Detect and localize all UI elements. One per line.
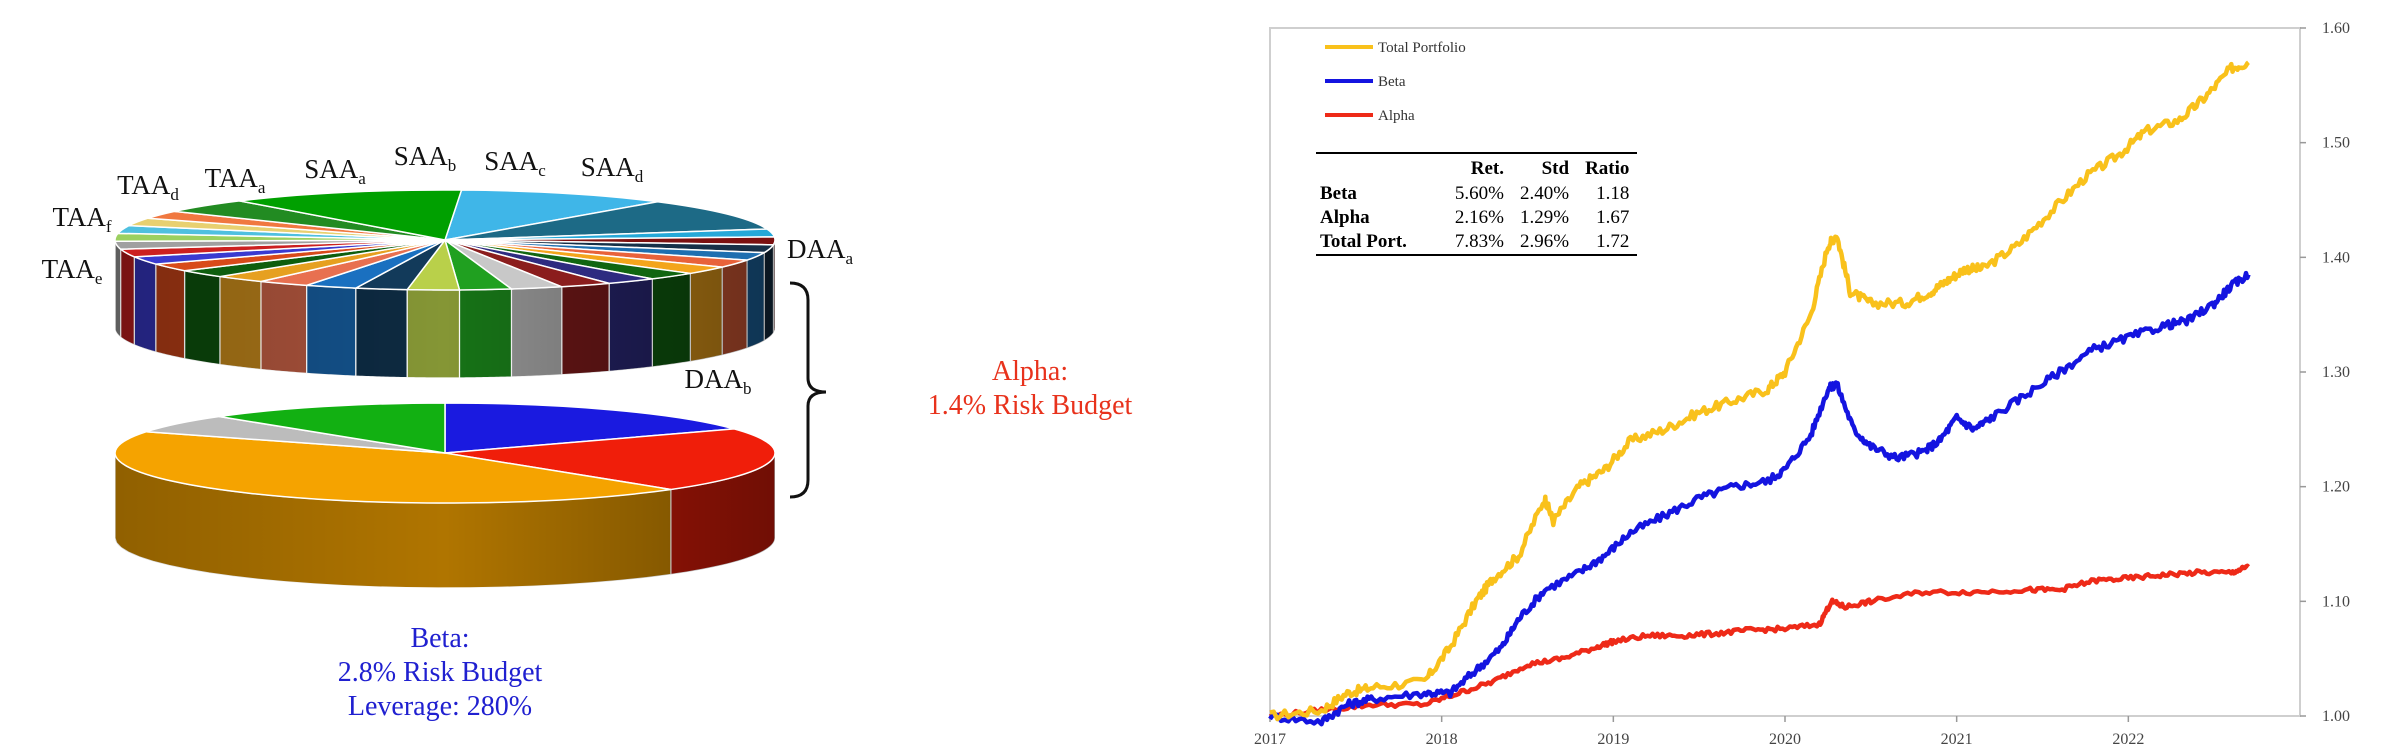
stats-header-ratio: Ratio [1585,158,1630,179]
y-tick-label: 1.60 [2322,20,2350,37]
pie-label: TAAe [42,254,103,288]
alpha-pie-side [510,286,563,378]
pie-label: SAAc [484,146,546,180]
pie-label: DAAb [685,364,752,398]
alpha-pie-side [155,263,186,360]
stats-row-ratio: 1.67 [1596,207,1630,228]
stats-row-ratio: 1.72 [1596,231,1630,252]
stats-row-ret: 5.60% [1454,183,1504,204]
alpha-pie-slice [444,200,770,241]
pie-label: SAAb [394,141,457,175]
alpha-pie-side [406,289,461,379]
stats-row-std: 2.40% [1519,183,1570,204]
x-tick-label: 2022 [2112,731,2144,748]
alpha-title: Alpha: [991,356,1069,387]
beta-pie [114,402,776,589]
y-tick-label: 1.10 [2322,593,2350,610]
series-line-alpha [1268,563,2251,719]
cumulative-return-chart: 2017 2018 2019 2020 2021 2022 1.00 1.10 1.20 1.30… [1254,20,2350,748]
stats-header-name [1316,153,1447,182]
y-tick-label: 1.40 [2322,249,2350,266]
y-tick-label: 1.30 [2322,364,2350,381]
stats-header-row: Ret. Std Ratio [1316,153,1637,182]
x-tick-label: 2021 [1941,731,1973,748]
alpha-pie-side [260,280,308,375]
alpha-pie-side [458,288,513,379]
legend-label: Beta [1378,74,1406,90]
alpha-pie-side [133,255,157,353]
stats-row-ratio: 1.18 [1596,183,1630,204]
x-tick-label: 2017 [1254,731,1286,748]
beta-title: Beta: [410,623,470,654]
stats-row-std: 1.29% [1519,207,1570,228]
y-tick-label: 1.20 [2322,479,2350,496]
stats-row-ret: 2.16% [1454,207,1504,228]
x-tick-label: 2019 [1597,731,1629,748]
alpha-pie-side [721,259,748,356]
alpha-pie-side [651,272,691,368]
alpha-pie-side [746,251,765,349]
stats-row: Beta 5.60% 2.40% 1.18 [1316,182,1637,206]
alpha-pie [114,189,776,379]
alpha-pie-side [120,247,135,346]
series-line-beta [1268,270,2251,727]
pie-label: SAAa [304,154,366,188]
alpha-pie-side [183,269,221,366]
pie-labels: TAAd TAAa SAAa SAAb SAAc SAAd TAAf TAAe DAAa DAAb [42,141,854,398]
alpha-pie-side [689,266,723,363]
beta-budget: 2.8% Risk Budget [337,657,543,688]
stats-row-std: 2.96% [1519,231,1570,252]
beta-annotation: Beta: 2.8% Risk Budget Leverage: 280% [270,622,610,724]
alpha-pie-side [219,275,262,371]
alpha-pie-slice [443,189,658,241]
stats-table: Ret. Std Ratio Beta 5.60% 2.40% 1.18 Alp… [1316,152,1638,256]
stats-row: Alpha 2.16% 1.29% 1.67 [1316,206,1637,230]
alpha-pie-slice [239,189,463,241]
beta-pie-slice [146,415,446,454]
beta-pie-slice [114,430,672,504]
beta-pie-slice [444,428,776,491]
stats-row-ret: 7.83% [1454,231,1504,252]
legend-label: Alpha [1378,108,1415,124]
stats-row: Total Port. 7.83% 2.96% 1.72 [1316,230,1637,255]
stats-row-name: Beta [1320,183,1357,204]
stats-header-ret: Ret. [1470,158,1504,179]
alpha-annotation: Alpha: 1.4% Risk Budget [860,355,1200,423]
beta-leverage: Leverage: 280% [347,691,533,722]
x-tick-label: 2018 [1426,731,1458,748]
alpha-pie-side [763,242,775,342]
alpha-pie-side [355,287,408,379]
y-tick-label: 1.50 [2322,135,2350,152]
alpha-pie-side [608,278,653,373]
alpha-pie-side [561,282,610,376]
brace-connector [789,281,827,499]
pie-label: TAAd [117,170,179,204]
stats-header-std: Std [1541,158,1570,179]
alpha-pie-side [306,284,357,377]
pie-label: TAAa [205,163,266,197]
series-line-total-portfolio [1269,60,2250,722]
stats-row-name: Total Port. [1320,231,1407,252]
x-tick-label: 2020 [1769,731,1801,748]
beta-pie-slice [444,402,735,454]
pie-label: SAAd [581,152,644,186]
y-tick-label: 1.00 [2322,708,2350,725]
beta-pie-slice [218,402,446,454]
alpha-budget: 1.4% Risk Budget [927,390,1133,421]
alpha-pie-side [114,241,122,339]
legend-label: Total Portfolio [1378,40,1466,56]
pie-label: TAAf [53,202,112,236]
pie-label: DAAa [787,234,854,268]
stats-row-name: Alpha [1320,207,1370,228]
